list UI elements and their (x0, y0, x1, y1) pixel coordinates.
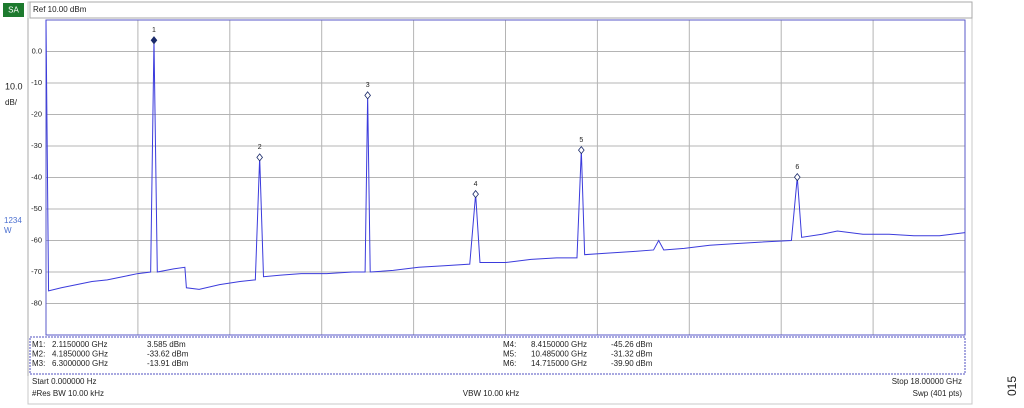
marker-label: 2 (258, 144, 262, 151)
marker-diamond (364, 91, 371, 100)
marker-diamond (578, 146, 585, 155)
marker-label: 4 (474, 181, 478, 188)
y-tick-label: -30 (31, 141, 42, 150)
marker-diamond (793, 173, 801, 182)
plot-area: 0.0 -10 -20 -30 -40 -50 -60 -70 -80 1 2 3 4 5 6 (31, 19, 966, 336)
marker-label: 5 (579, 137, 583, 144)
marker-frequency: 4.1850000 GHz (52, 350, 108, 359)
plot-frame (45, 19, 966, 336)
resolution-bandwidth: #Res BW 10.00 kHz (32, 389, 104, 398)
mode-badge (3, 3, 24, 17)
scale-value: 10.0 (5, 81, 23, 91)
header-box (29, 1, 973, 19)
y-tick-label: -50 (31, 204, 42, 213)
marker-name: M2: (32, 350, 45, 359)
marker-level: -31.32 dBm (611, 350, 653, 359)
marker-label: 3 (366, 82, 370, 89)
marker-label: 6 (795, 164, 799, 171)
marker-name: M4: (503, 340, 516, 349)
trace-mode: W (4, 226, 12, 235)
reference-level: Ref 10.00 dBm (33, 5, 87, 14)
y-tick-label: -20 (31, 109, 42, 118)
marker-level: 3.585 dBm (147, 340, 186, 349)
trace-numbers: 1234 (4, 216, 22, 225)
marker-level: -39.90 dBm (611, 359, 653, 368)
marker-level: -13.91 dBm (147, 359, 189, 368)
y-tick-label: -60 (31, 235, 42, 244)
marker-name: M3: (32, 359, 45, 368)
y-tick-label: -80 (31, 298, 42, 307)
y-tick-label: -70 (31, 267, 42, 276)
marker-name: M6: (503, 359, 516, 368)
sweep-points: Swp (401 pts) (913, 389, 963, 398)
marker-name: M1: (32, 340, 45, 349)
scale-unit: dB/ (5, 98, 18, 107)
stop-frequency: Stop 18.00000 GHz (892, 377, 962, 386)
figure-code: 015 (1005, 376, 1019, 396)
marker-diamond (472, 189, 479, 199)
marker-frequency: 10.485000 GHz (531, 350, 587, 359)
trace (45, 19, 966, 292)
y-tick-label: -10 (31, 78, 42, 87)
marker-frequency: 8.4150000 GHz (531, 340, 587, 349)
marker-label: 1 (152, 27, 156, 34)
marker-frequency: 2.1150000 GHz (52, 340, 107, 349)
video-bandwidth: VBW 10.00 kHz (463, 389, 519, 398)
y-tick-label: 0.0 (32, 46, 42, 55)
marker-diamond (256, 153, 263, 162)
marker-level: -45.26 dBm (611, 340, 653, 349)
marker-table: M1: 2.1150000 GHz 3.585 dBm M2: 4.1850000 GH… (32, 340, 653, 368)
marker-table-box (29, 336, 966, 375)
marker-name: M5: (503, 350, 516, 359)
y-tick-label: -40 (31, 172, 42, 181)
marker-diamond (150, 36, 158, 45)
start-frequency: Start 0.000000 Hz (32, 377, 96, 386)
marker-level: -33.62 dBm (147, 350, 189, 359)
marker-frequency: 14.715000 GHz (531, 359, 587, 368)
marker-frequency: 6.3000000 GHz (52, 359, 108, 368)
mode-badge-text: SA (8, 6, 19, 15)
